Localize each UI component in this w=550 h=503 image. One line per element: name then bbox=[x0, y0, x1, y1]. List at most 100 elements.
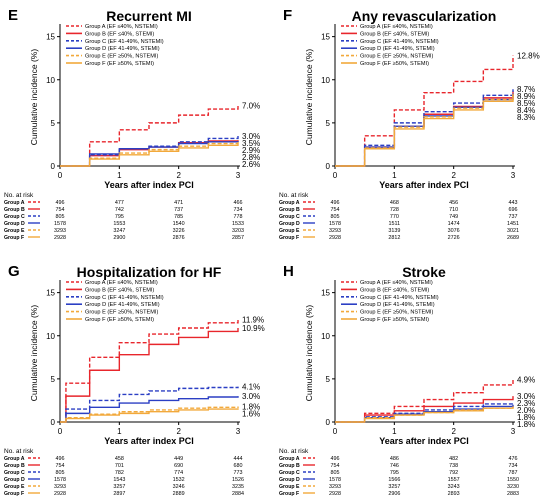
at-risk-value: 738 bbox=[449, 463, 458, 469]
at-risk-value: 787 bbox=[509, 470, 518, 476]
no-at-risk-label: No. at risk bbox=[279, 192, 309, 199]
no-at-risk-label: No. at risk bbox=[4, 192, 34, 199]
at-risk-value: 737 bbox=[509, 214, 518, 220]
x-tick-label: 1 bbox=[392, 171, 397, 180]
x-tick-label: 0 bbox=[333, 171, 338, 180]
at-risk-value: 795 bbox=[115, 214, 124, 220]
at-risk-value: 443 bbox=[509, 200, 518, 206]
x-tick-label: 0 bbox=[58, 427, 63, 436]
end-label: 4.1% bbox=[242, 383, 260, 392]
end-label: 3.0% bbox=[517, 392, 535, 401]
x-tick-label: 2 bbox=[176, 171, 181, 180]
at-risk-value: 1532 bbox=[173, 477, 185, 483]
at-risk-value: 1557 bbox=[448, 477, 460, 483]
x-tick-label: 3 bbox=[511, 427, 516, 436]
end-label: 2.9% bbox=[242, 146, 260, 155]
chart-title: Hospitalization for HF bbox=[77, 264, 222, 280]
end-label: 1.6% bbox=[242, 409, 260, 418]
at-risk-group-label: Group A bbox=[279, 456, 300, 462]
end-label: 1.8% bbox=[242, 402, 260, 411]
chart-title: Recurrent MI bbox=[106, 8, 192, 24]
end-label: 8.4% bbox=[517, 106, 535, 115]
legend-label: Group D (EF 41-49%, STEMI) bbox=[360, 46, 435, 52]
end-label: 8.5% bbox=[517, 99, 535, 108]
x-tick-label: 2 bbox=[176, 427, 181, 436]
at-risk-value: 476 bbox=[509, 456, 518, 462]
at-risk-value: 3247 bbox=[113, 228, 125, 234]
series-line-group-c bbox=[60, 386, 239, 423]
panel-e: E Recurrent MI 0 5 10 15 0 1 2 3 Cumulative incide… bbox=[4, 7, 260, 241]
chart-title: Stroke bbox=[402, 264, 446, 280]
end-label: 8.7% bbox=[517, 85, 535, 94]
at-risk-value: 3235 bbox=[232, 484, 244, 490]
end-label: 2.3% bbox=[517, 399, 535, 408]
at-risk-value: 3293 bbox=[329, 484, 341, 490]
at-risk-value: 3226 bbox=[173, 228, 185, 234]
legend-label: Group B (EF ≤40%, STEMI) bbox=[85, 31, 154, 37]
x-tick-label: 0 bbox=[58, 171, 63, 180]
panel-f: F Any revascularization 0 5 10 15 0 1 2 3 Cumulati… bbox=[279, 7, 540, 241]
legend-label: Group D (EF 41-49%, STEMI) bbox=[360, 302, 435, 308]
y-tick-label: 5 bbox=[326, 119, 331, 128]
end-label: 11.9% bbox=[242, 315, 264, 324]
legend-label: Group E (EF ≥50%, NSTEMI) bbox=[85, 310, 158, 316]
end-label: 10.9% bbox=[242, 324, 265, 333]
at-risk-value: 496 bbox=[331, 200, 340, 206]
at-risk-value: 785 bbox=[174, 214, 183, 220]
at-risk-group-label: Group E bbox=[279, 484, 300, 490]
at-risk-value: 2906 bbox=[388, 491, 400, 497]
y-tick-label: 10 bbox=[46, 332, 55, 341]
series-line-group-c bbox=[60, 135, 239, 167]
series-line-group-f bbox=[335, 94, 514, 167]
at-risk-group-label: Group F bbox=[4, 235, 24, 241]
legend-label: Group F (EF ≥50%, STEMI) bbox=[360, 317, 429, 323]
end-label: 7.0% bbox=[242, 102, 260, 111]
at-risk-group-label: Group D bbox=[279, 221, 300, 227]
at-risk-value: 3203 bbox=[232, 228, 244, 234]
panel-h: H Stroke 0 5 10 15 0 1 2 3 Cumulative incidence (%… bbox=[279, 263, 535, 497]
at-risk-value: 496 bbox=[56, 200, 65, 206]
at-risk-group-label: Group A bbox=[4, 200, 25, 206]
legend-label: Group F (EF ≥50%, STEMI) bbox=[360, 61, 429, 67]
series-line-group-f bbox=[60, 408, 239, 423]
at-risk-value: 737 bbox=[174, 207, 183, 213]
y-axis-label: Cumulative incidence (%) bbox=[29, 305, 39, 402]
y-tick-label: 10 bbox=[321, 332, 330, 341]
at-risk-value: 680 bbox=[234, 463, 243, 469]
end-label: 2.6% bbox=[242, 160, 260, 169]
at-risk-value: 1566 bbox=[388, 477, 400, 483]
y-tick-label: 10 bbox=[321, 76, 330, 85]
series-line-group-a bbox=[60, 105, 239, 167]
legend-label: Group A (EF ≤40%, NSTEMI) bbox=[85, 24, 158, 30]
at-risk-value: 2884 bbox=[232, 491, 244, 497]
y-tick-label: 0 bbox=[51, 418, 56, 427]
at-risk-group-label: Group F bbox=[279, 491, 299, 497]
at-risk-value: 2928 bbox=[54, 235, 66, 241]
legend-label: Group A (EF ≤40%, NSTEMI) bbox=[360, 24, 433, 30]
y-tick-label: 0 bbox=[51, 162, 56, 171]
at-risk-group-label: Group A bbox=[279, 200, 300, 206]
x-axis-label: Years after index PCI bbox=[379, 436, 469, 446]
end-label: 3.0% bbox=[242, 132, 260, 141]
at-risk-value: 710 bbox=[449, 207, 458, 213]
at-risk-value: 734 bbox=[509, 463, 518, 469]
at-risk-value: 471 bbox=[174, 200, 183, 206]
series-line-group-f bbox=[60, 143, 239, 167]
chart-title: Any revascularization bbox=[352, 8, 497, 24]
at-risk-value: 496 bbox=[331, 456, 340, 462]
at-risk-value: 1578 bbox=[54, 477, 66, 483]
at-risk-value: 2928 bbox=[329, 235, 341, 241]
legend-label: Group B (EF ≤40%, STEMI) bbox=[360, 31, 429, 37]
at-risk-value: 746 bbox=[390, 463, 399, 469]
y-tick-label: 15 bbox=[46, 33, 55, 42]
series-line-group-c bbox=[335, 89, 514, 167]
at-risk-group-label: Group E bbox=[279, 228, 300, 234]
at-risk-value: 3257 bbox=[113, 484, 125, 490]
at-risk-value: 805 bbox=[56, 470, 65, 476]
x-tick-label: 3 bbox=[511, 171, 516, 180]
x-tick-label: 2 bbox=[451, 171, 456, 180]
x-axis-label: Years after index PCI bbox=[104, 436, 194, 446]
at-risk-value: 3076 bbox=[448, 228, 460, 234]
end-label: 3.0% bbox=[242, 392, 260, 401]
at-risk-value: 3246 bbox=[173, 484, 185, 490]
